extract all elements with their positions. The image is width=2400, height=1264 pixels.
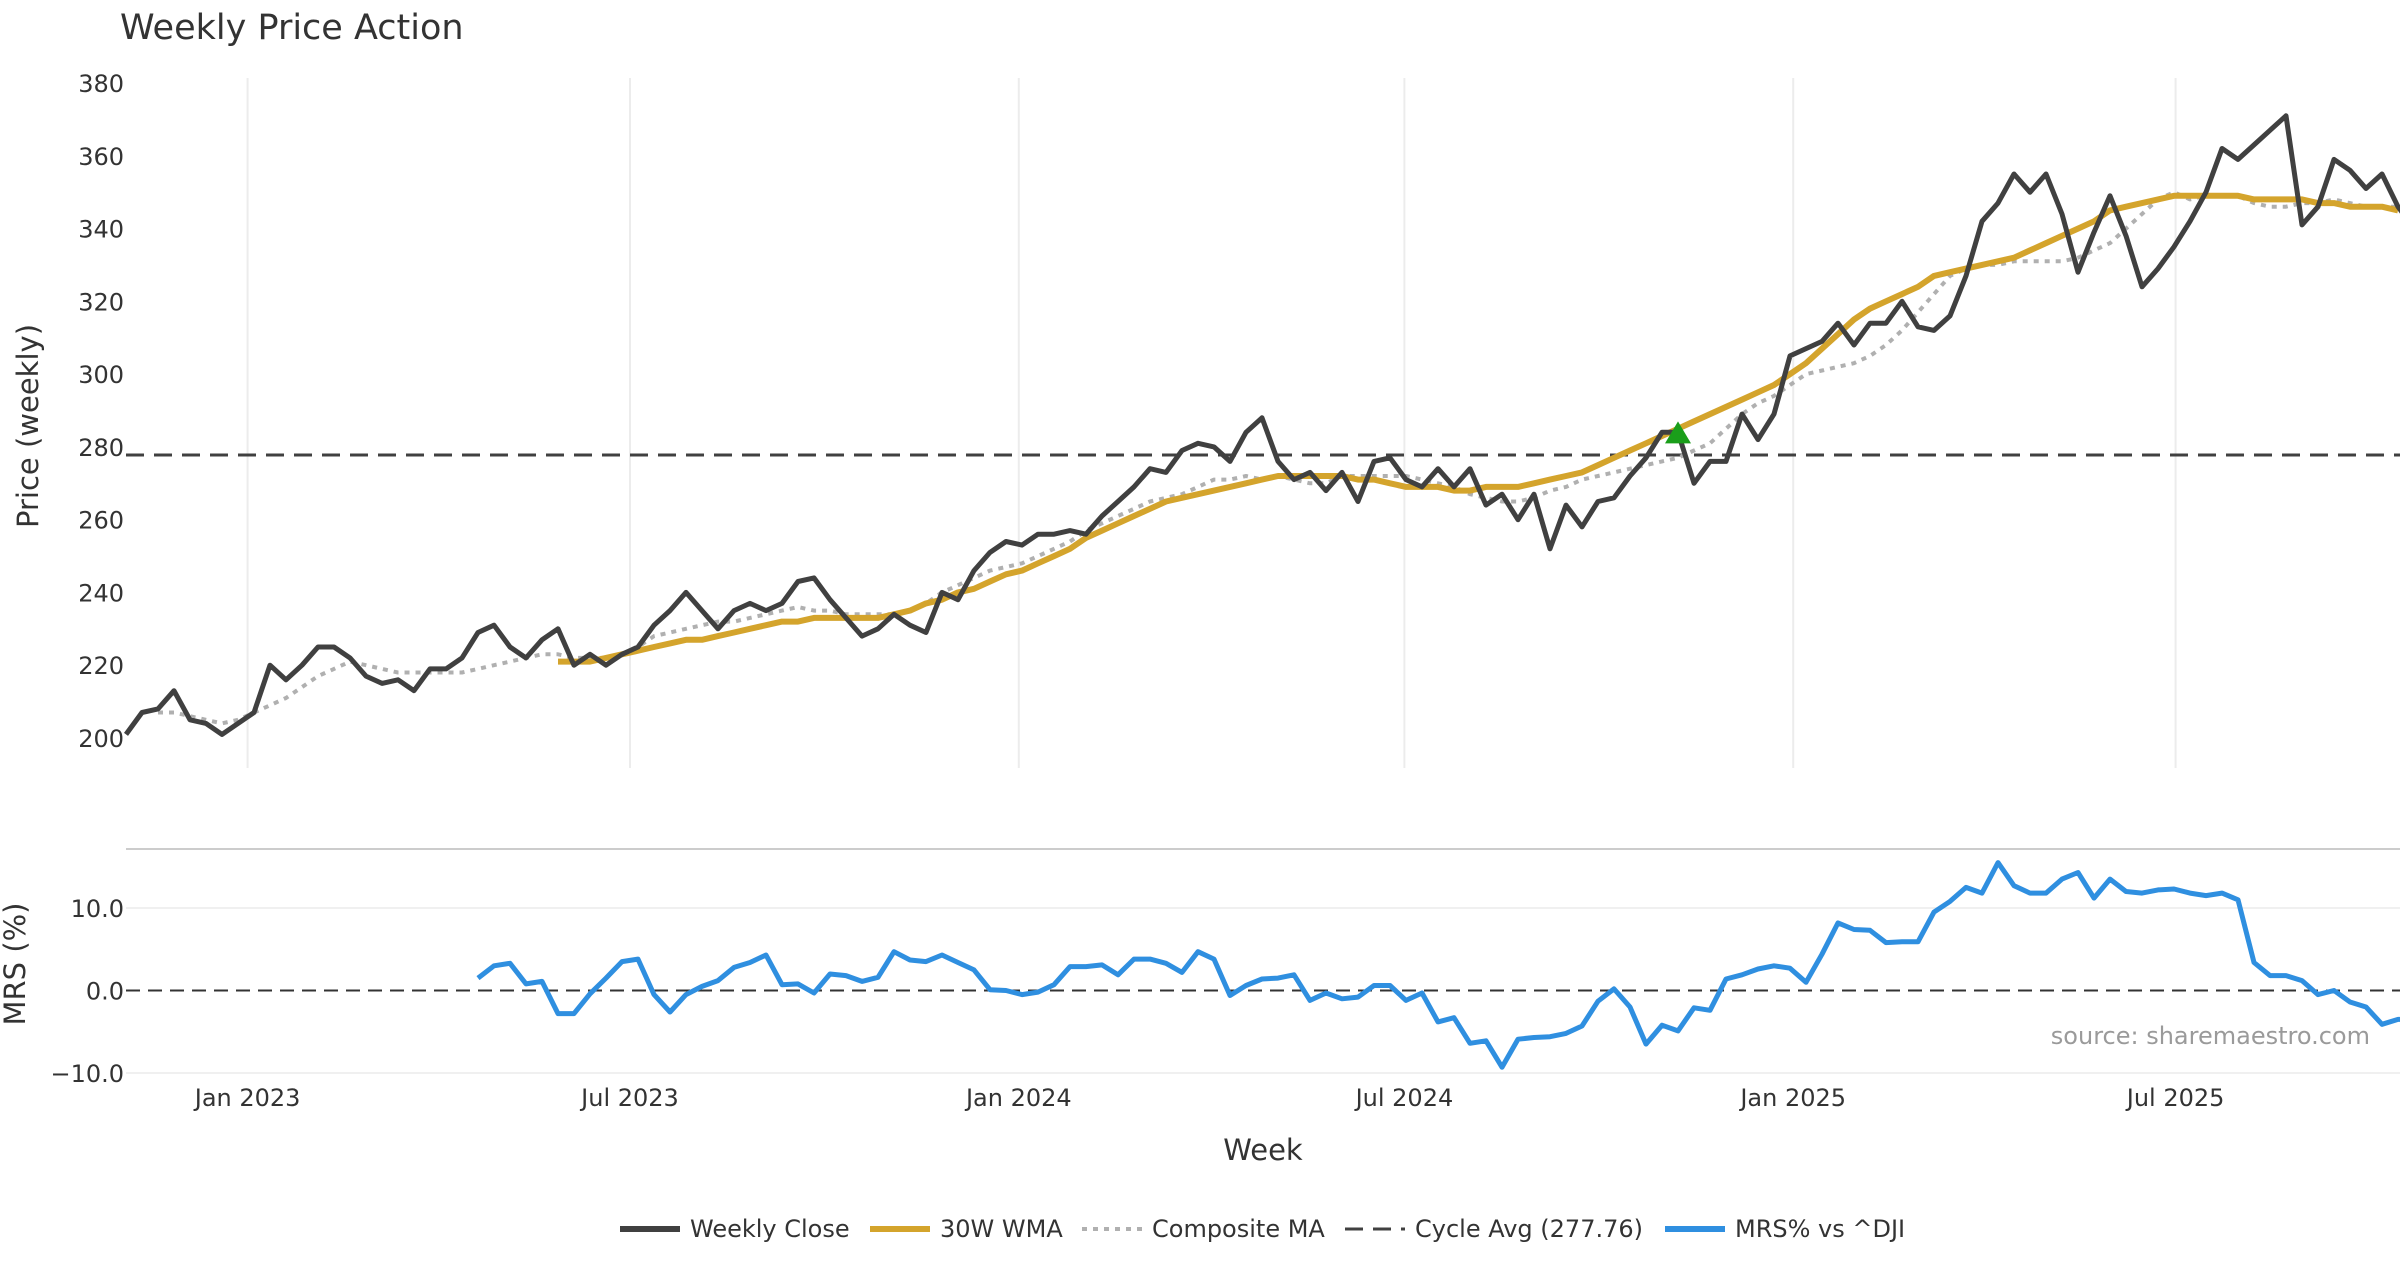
mrs-y-ticks: 10.0 0.0 −10.0 bbox=[50, 895, 2400, 1088]
x-tick-label: Jan 2024 bbox=[964, 1084, 1072, 1112]
price-y-tick-label: 320 bbox=[78, 288, 124, 316]
price-y-tick-label: 300 bbox=[78, 361, 124, 389]
price-y-tick-label: 280 bbox=[78, 434, 124, 462]
x-tick-label: Jul 2023 bbox=[579, 1084, 679, 1112]
x-tick-label: Jan 2023 bbox=[193, 1084, 301, 1112]
legend-label: 30W WMA bbox=[940, 1215, 1063, 1243]
legend-label: Cycle Avg (277.76) bbox=[1415, 1215, 1643, 1243]
price-y-tick-label: 360 bbox=[78, 143, 124, 171]
source-note: source: sharemaestro.com bbox=[2051, 1022, 2370, 1050]
mrs-y-tick-label: −10.0 bbox=[50, 1060, 124, 1088]
x-tick-label: Jul 2024 bbox=[1354, 1084, 1454, 1112]
mrs-y-axis-label: MRS (%) bbox=[0, 903, 32, 1026]
composite-ma-line bbox=[158, 190, 2400, 726]
price-y-tick-label: 200 bbox=[78, 725, 124, 753]
x-tick-label: Jan 2025 bbox=[1738, 1084, 1846, 1112]
price-y-tick-label: 240 bbox=[78, 579, 124, 607]
price-y-tick-label: 220 bbox=[78, 652, 124, 680]
price-y-axis-label: Price (weekly) bbox=[11, 324, 45, 528]
chart-title: Weekly Price Action bbox=[120, 8, 464, 48]
buy-signal-triangle bbox=[1665, 421, 1691, 444]
price-y-tick-label: 340 bbox=[78, 216, 124, 244]
mrs-y-tick-label: 0.0 bbox=[86, 978, 124, 1006]
price-panel: 200 220 240 260 280 300 320 340 360 380 Price (we… bbox=[11, 70, 2400, 768]
mrs-panel: 10.0 0.0 −10.0 MRS (%) source: sharemaestr… bbox=[0, 860, 2400, 1088]
weekly-close-line bbox=[123, 113, 2400, 737]
legend-label: Composite MA bbox=[1152, 1215, 1325, 1243]
x-axis-ticks: Jan 2023 Jul 2023 Jan 2024 Jul 2024 Jan 2025… bbox=[193, 1084, 2225, 1112]
price-y-tick-label: 260 bbox=[78, 507, 124, 535]
mrs-line bbox=[476, 860, 2400, 1070]
legend-label: MRS% vs ^DJI bbox=[1735, 1215, 1905, 1243]
price-y-ticks: 200 220 240 260 280 300 320 340 360 380 bbox=[78, 70, 124, 753]
x-tick-label: Jul 2025 bbox=[2125, 1084, 2225, 1112]
x-axis-label: Week bbox=[1223, 1133, 1303, 1167]
legend: Weekly Close 30W WMA Composite MA Cycle Avg… bbox=[620, 1215, 1905, 1243]
legend-label: Weekly Close bbox=[690, 1215, 850, 1243]
price-y-tick-label: 380 bbox=[78, 70, 124, 98]
mrs-y-tick-label: 10.0 bbox=[71, 895, 124, 923]
